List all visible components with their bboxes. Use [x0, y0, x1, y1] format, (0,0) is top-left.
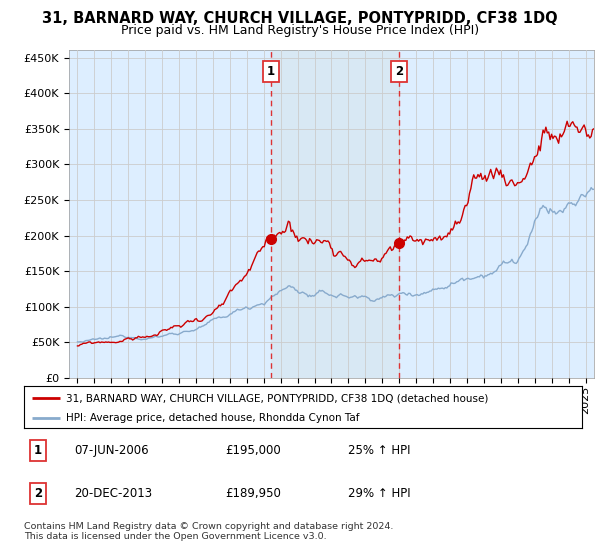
Text: 29% ↑ HPI: 29% ↑ HPI [347, 487, 410, 500]
Bar [271, 50, 399, 378]
Text: 31, BARNARD WAY, CHURCH VILLAGE, PONTYPRIDD, CF38 1DQ: 31, BARNARD WAY, CHURCH VILLAGE, PONTYPR… [42, 11, 558, 26]
Text: 1: 1 [34, 444, 42, 457]
Text: 25% ↑ HPI: 25% ↑ HPI [347, 444, 410, 457]
Text: 20-DEC-2013: 20-DEC-2013 [74, 487, 152, 500]
Text: Contains HM Land Registry data © Crown copyright and database right 2024.
This d: Contains HM Land Registry data © Crown c… [24, 522, 394, 542]
Text: 07-JUN-2006: 07-JUN-2006 [74, 444, 149, 457]
Text: 31, BARNARD WAY, CHURCH VILLAGE, PONTYPRIDD, CF38 1DQ (detached house): 31, BARNARD WAY, CHURCH VILLAGE, PONTYPR… [66, 393, 488, 403]
Text: £195,000: £195,000 [225, 444, 281, 457]
Text: 2: 2 [395, 66, 403, 78]
Text: £189,950: £189,950 [225, 487, 281, 500]
Text: 1: 1 [267, 66, 275, 78]
Text: HPI: Average price, detached house, Rhondda Cynon Taf: HPI: Average price, detached house, Rhon… [66, 413, 359, 423]
Text: 2: 2 [34, 487, 42, 500]
Text: Price paid vs. HM Land Registry's House Price Index (HPI): Price paid vs. HM Land Registry's House … [121, 24, 479, 37]
